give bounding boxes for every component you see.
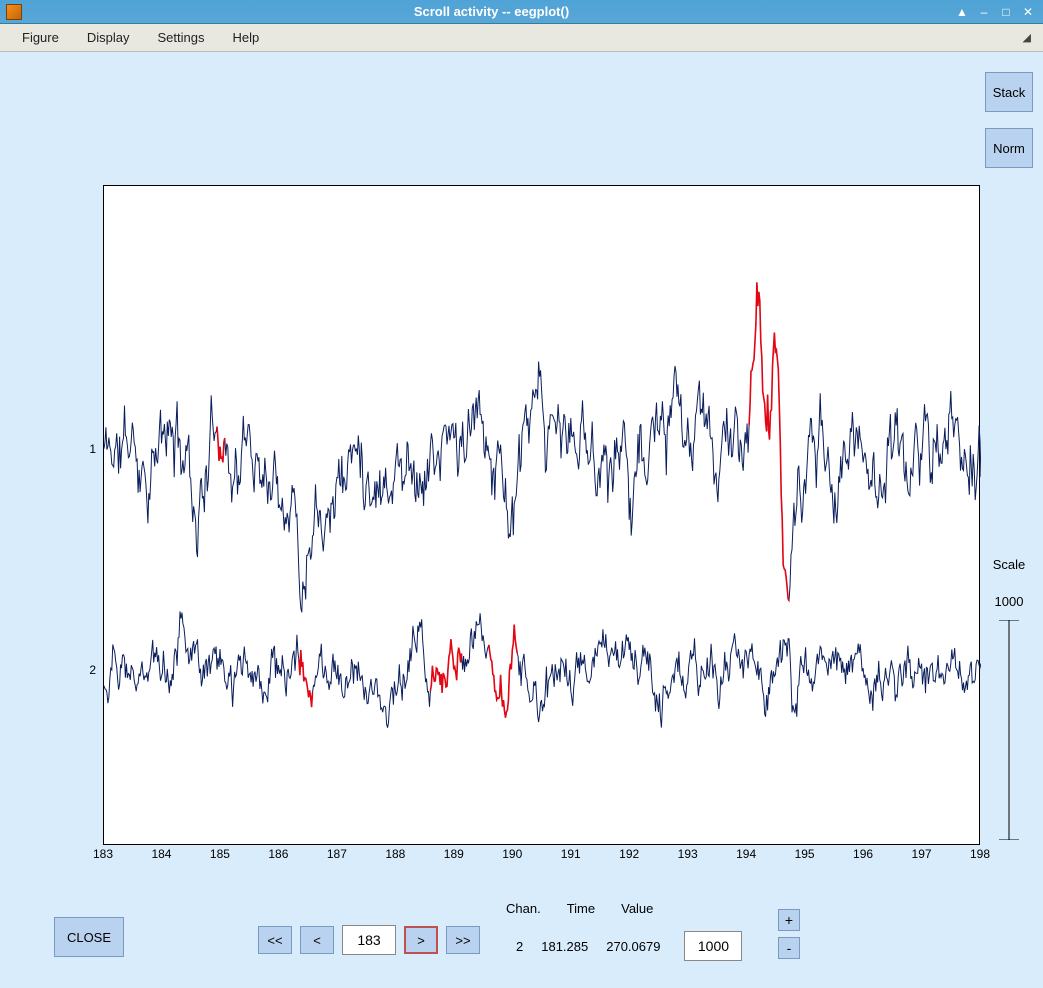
window-title: Scroll activity -- eegplot() bbox=[28, 4, 955, 19]
scale-input[interactable] bbox=[684, 931, 742, 961]
nav-last-button[interactable]: >> bbox=[446, 926, 480, 954]
main-panel: Stack Norm 1 2 183 184 185 186 187 188 189 190 1… bbox=[0, 52, 1043, 888]
bottom-bar: CLOSE << < > >> Chan. Time Value 2 181.2… bbox=[0, 888, 1043, 988]
maximize-icon[interactable]: □ bbox=[999, 5, 1013, 19]
x-axis-ticks: 1831841851861871881891901911921931941951… bbox=[103, 847, 980, 867]
x-tick-label: 188 bbox=[385, 847, 405, 861]
time-position-input[interactable] bbox=[342, 925, 396, 955]
scale-plus-minus: + - bbox=[778, 909, 800, 959]
window-controls: ▲ – □ ✕ bbox=[955, 5, 1043, 19]
x-tick-label: 184 bbox=[151, 847, 171, 861]
readout-time: 181.285 bbox=[541, 939, 588, 954]
menu-help[interactable]: Help bbox=[218, 26, 273, 49]
nav-first-button[interactable]: << bbox=[258, 926, 292, 954]
x-tick-label: 194 bbox=[736, 847, 756, 861]
scale-label: Scale bbox=[985, 557, 1033, 572]
nav-group: << < > >> bbox=[258, 925, 480, 955]
x-tick-label: 195 bbox=[795, 847, 815, 861]
scale-value: 1000 bbox=[985, 594, 1033, 609]
menu-settings[interactable]: Settings bbox=[143, 26, 218, 49]
nav-next-button[interactable]: > bbox=[404, 926, 438, 954]
menu-display[interactable]: Display bbox=[73, 26, 144, 49]
scale-bar bbox=[997, 620, 1021, 840]
title-bar: Scroll activity -- eegplot() ▲ – □ ✕ bbox=[0, 0, 1043, 24]
x-tick-label: 185 bbox=[210, 847, 230, 861]
x-tick-label: 198 bbox=[970, 847, 990, 861]
x-tick-label: 183 bbox=[93, 847, 113, 861]
scale-minus-button[interactable]: - bbox=[778, 937, 800, 959]
label-chan: Chan. bbox=[506, 901, 541, 916]
readout-chan: 2 bbox=[516, 939, 523, 954]
readout-labels: Chan. Time Value bbox=[506, 901, 653, 916]
x-tick-label: 193 bbox=[678, 847, 698, 861]
matlab-icon bbox=[6, 4, 22, 20]
x-tick-label: 187 bbox=[327, 847, 347, 861]
x-tick-label: 197 bbox=[912, 847, 932, 861]
eeg-plot[interactable] bbox=[103, 185, 980, 845]
close-button[interactable]: CLOSE bbox=[54, 917, 124, 957]
label-time: Time bbox=[567, 901, 595, 916]
nav-prev-button[interactable]: < bbox=[300, 926, 334, 954]
x-tick-label: 191 bbox=[561, 847, 581, 861]
x-tick-label: 189 bbox=[444, 847, 464, 861]
scale-panel: Scale 1000 bbox=[985, 557, 1033, 609]
x-tick-label: 186 bbox=[268, 847, 288, 861]
x-tick-label: 196 bbox=[853, 847, 873, 861]
roll-up-icon[interactable]: ▲ bbox=[955, 5, 969, 19]
minimize-icon[interactable]: – bbox=[977, 5, 991, 19]
menu-figure[interactable]: Figure bbox=[8, 26, 73, 49]
norm-button[interactable]: Norm bbox=[985, 128, 1033, 168]
menu-bar: Figure Display Settings Help ◢ bbox=[0, 24, 1043, 52]
close-icon[interactable]: ✕ bbox=[1021, 5, 1035, 19]
y-tick-label-ch2: 2 bbox=[86, 663, 96, 677]
scale-plus-button[interactable]: + bbox=[778, 909, 800, 931]
x-tick-label: 192 bbox=[619, 847, 639, 861]
dock-grip-icon[interactable]: ◢ bbox=[1023, 31, 1035, 44]
x-tick-label: 190 bbox=[502, 847, 522, 861]
readout-values: 2 181.285 270.0679 bbox=[516, 931, 742, 961]
label-value: Value bbox=[621, 901, 653, 916]
readout-value: 270.0679 bbox=[606, 939, 660, 954]
y-tick-label-ch1: 1 bbox=[86, 442, 96, 456]
stack-button[interactable]: Stack bbox=[985, 72, 1033, 112]
